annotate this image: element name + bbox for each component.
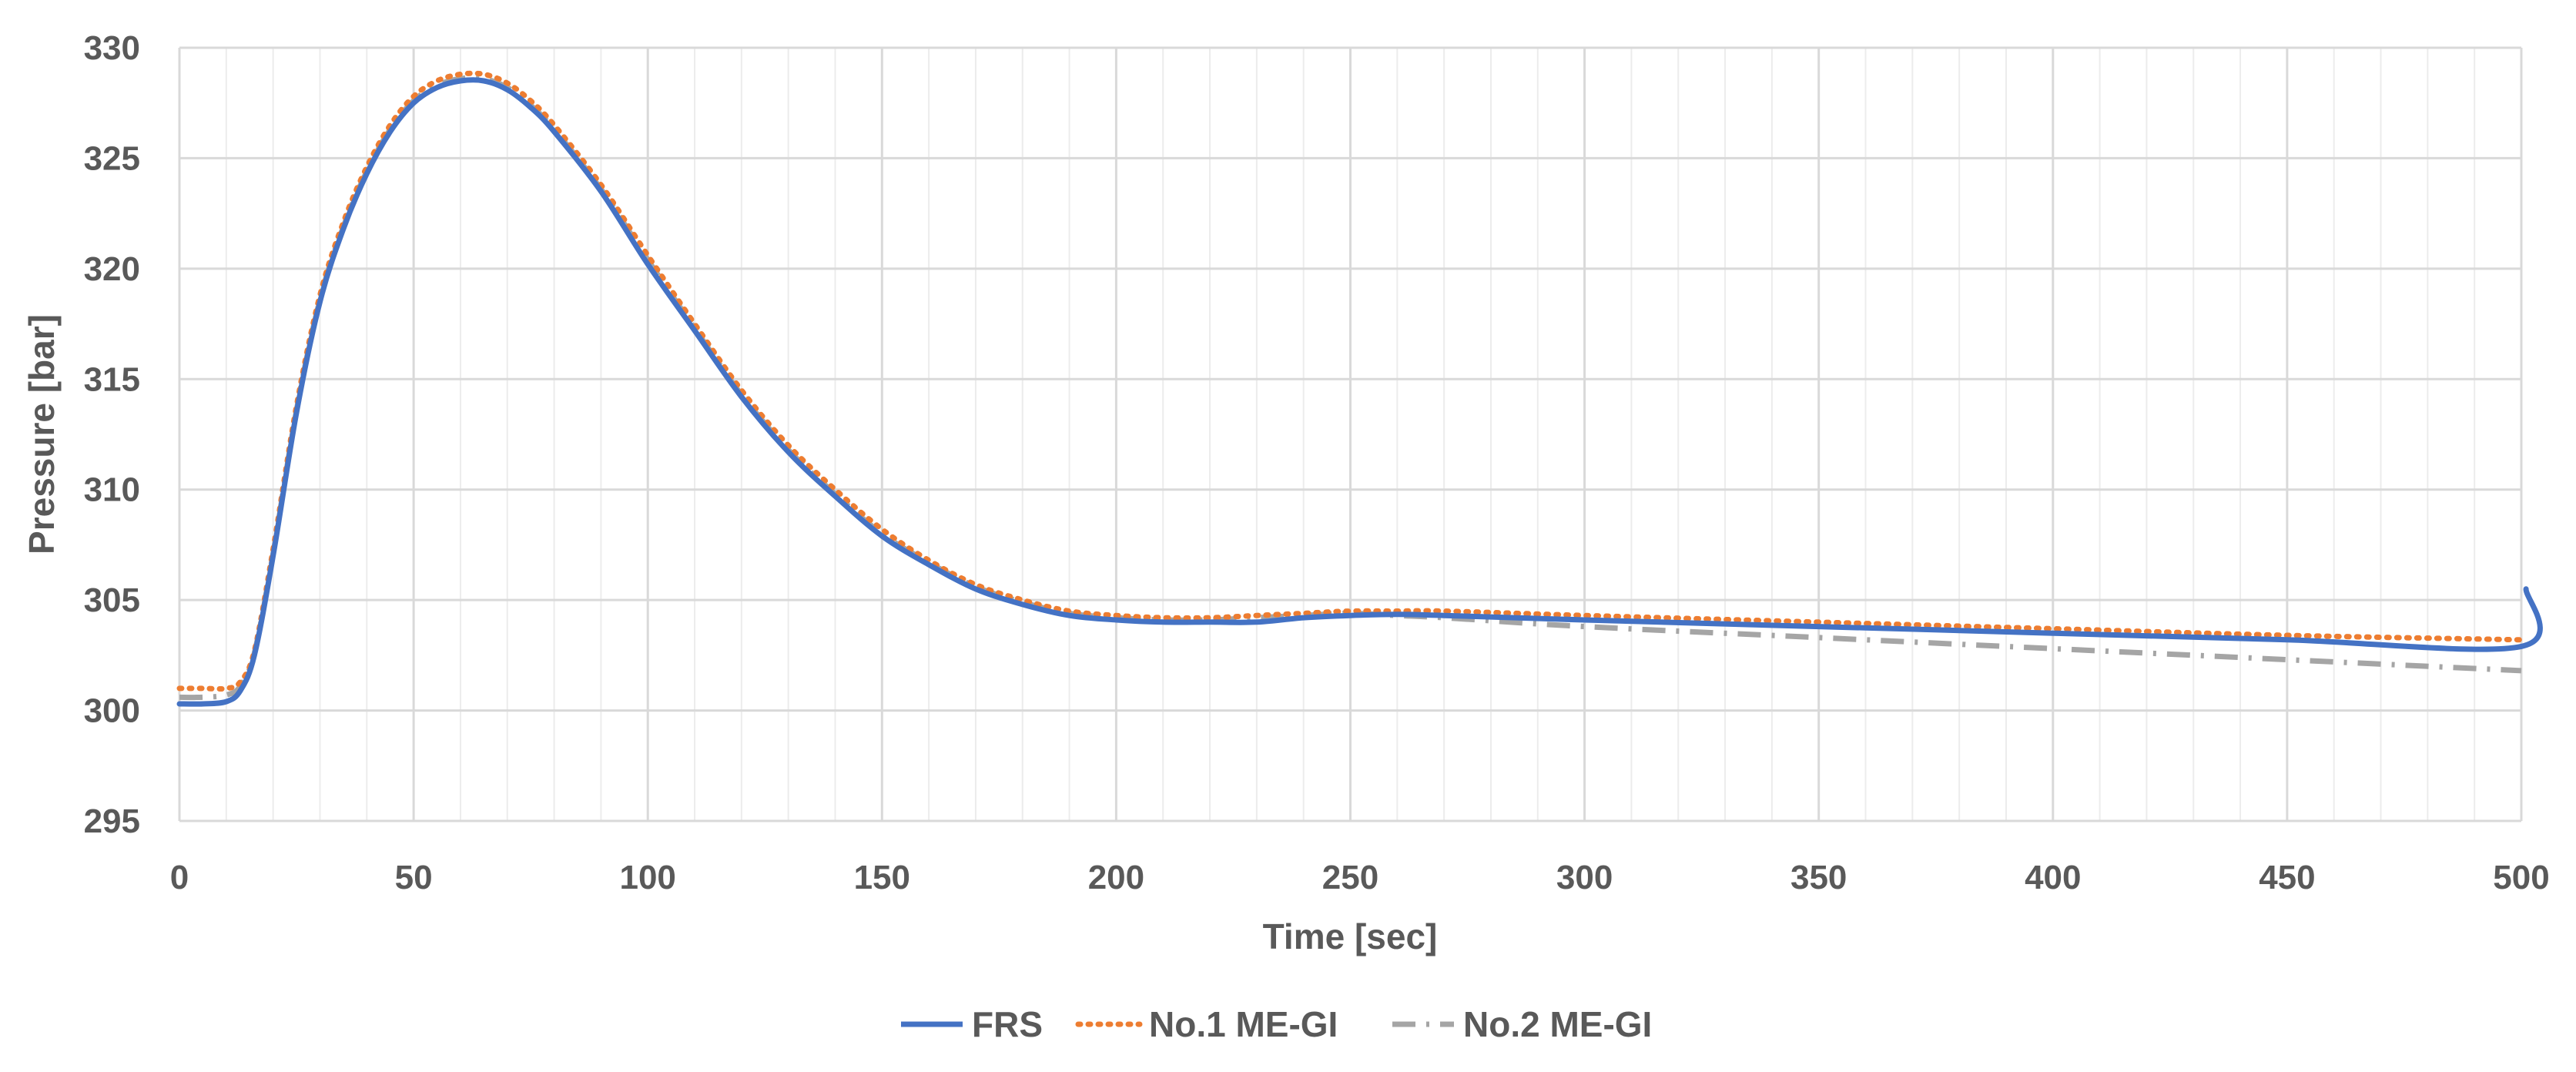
x-tick-label: 250 bbox=[1322, 859, 1378, 896]
y-tick-label: 310 bbox=[84, 471, 140, 509]
x-tick-label: 50 bbox=[395, 859, 433, 896]
y-tick-label: 305 bbox=[84, 581, 140, 619]
x-tick-label: 100 bbox=[619, 859, 675, 896]
y-tick-label: 315 bbox=[84, 360, 140, 398]
x-tick-label: 350 bbox=[1790, 859, 1847, 896]
x-tick-labels: 0 50 100 150 200 250 300 350 400 450 500 bbox=[170, 859, 2550, 896]
x-tick-label: 0 bbox=[170, 859, 189, 896]
x-tick-label: 200 bbox=[1088, 859, 1144, 896]
y-tick-labels: 295 300 305 310 315 320 325 330 bbox=[84, 29, 140, 840]
grid bbox=[178, 46, 2523, 822]
x-tick-label: 150 bbox=[854, 859, 910, 896]
y-tick-label: 295 bbox=[84, 802, 140, 840]
x-tick-label: 450 bbox=[2259, 859, 2315, 896]
legend-label: FRS bbox=[972, 1004, 1043, 1044]
x-tick-label: 400 bbox=[2025, 859, 2081, 896]
y-axis-title: Pressure [bar] bbox=[22, 314, 62, 554]
legend-label: No.2 ME-GI bbox=[1463, 1004, 1652, 1044]
y-tick-label: 325 bbox=[84, 139, 140, 177]
x-axis-title: Time [sec] bbox=[1263, 916, 1438, 956]
series-lines bbox=[176, 70, 2543, 707]
y-tick-label: 320 bbox=[84, 250, 140, 288]
y-tick-label: 300 bbox=[84, 692, 140, 730]
x-tick-label: 500 bbox=[2493, 859, 2549, 896]
series-line-1 bbox=[176, 77, 2543, 707]
x-tick-label: 300 bbox=[1556, 859, 1613, 896]
legend: FRS No.1 ME-GI No.2 ME-GI bbox=[901, 1004, 1652, 1044]
legend-label: No.1 ME-GI bbox=[1149, 1004, 1338, 1044]
y-tick-label: 330 bbox=[84, 29, 140, 67]
